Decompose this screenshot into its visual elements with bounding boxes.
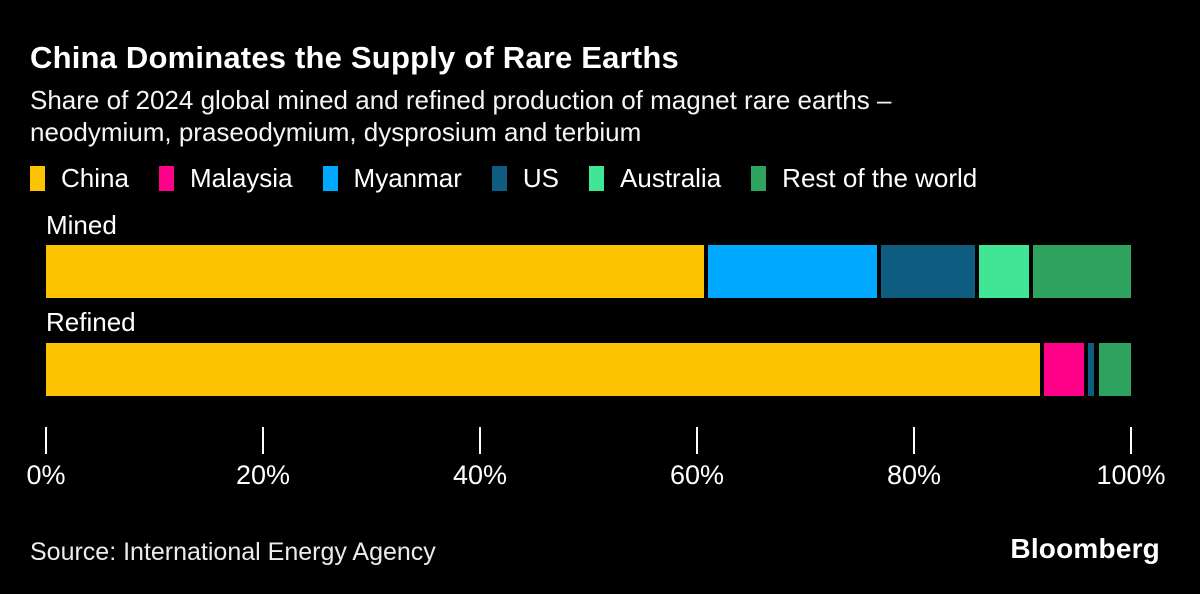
bar-segment-mined-myanmar bbox=[707, 245, 878, 298]
legend-swatch-rest-of-the-world bbox=[751, 166, 767, 191]
legend-label-malaysia: Malaysia bbox=[189, 163, 293, 193]
legend-item-china: China bbox=[30, 163, 129, 194]
x-axis-tick-20 bbox=[262, 427, 264, 454]
bar-segment-refined-china bbox=[46, 343, 1041, 396]
bar-refined bbox=[46, 343, 1131, 396]
x-axis: 0% 20% 40% 60% 80% 100% bbox=[26, 427, 1166, 497]
x-axis-tick-label-60: 60% bbox=[669, 460, 725, 490]
bar-segment-mined-us bbox=[881, 245, 975, 298]
x-axis-tick-label-40: 40% bbox=[452, 460, 508, 490]
legend-label-china: China bbox=[61, 163, 129, 193]
legend-swatch-china bbox=[30, 166, 45, 191]
legend-swatch-us bbox=[491, 166, 507, 191]
legend: China Malaysia Myanmar US Australia Rest of t… bbox=[30, 163, 977, 194]
chart-title: China Dominates the Supply of Rare Earth… bbox=[30, 40, 679, 75]
x-axis-tick-label-100: 100% bbox=[1096, 460, 1166, 490]
legend-item-us: US bbox=[491, 163, 560, 194]
bar-segment-refined-rest-of-the-world bbox=[1098, 343, 1131, 396]
bar-label-mined: Mined bbox=[46, 210, 117, 240]
x-axis-tick-0 bbox=[45, 427, 47, 454]
legend-item-rest-of-the-world: Rest of the world bbox=[751, 163, 977, 194]
legend-label-australia: Australia bbox=[620, 163, 722, 193]
source-note: Source: International Energy Agency bbox=[30, 538, 436, 566]
x-axis-tick-label-0: 0% bbox=[26, 460, 66, 490]
bloomberg-logo: Bloomberg bbox=[1010, 533, 1160, 564]
bar-segment-mined-china bbox=[46, 245, 704, 298]
legend-label-rest-of-the-world: Rest of the world bbox=[782, 163, 978, 193]
x-axis-tick-label-80: 80% bbox=[886, 460, 942, 490]
x-axis-tick-40 bbox=[479, 427, 481, 454]
x-axis-tick-100 bbox=[1130, 427, 1132, 454]
legend-swatch-myanmar bbox=[322, 166, 338, 191]
legend-item-australia: Australia bbox=[589, 163, 721, 194]
bar-segment-mined-australia bbox=[979, 245, 1030, 298]
chart-subtitle-line1: Share of 2024 global mined and refined p… bbox=[30, 85, 892, 115]
legend-label-myanmar: Myanmar bbox=[353, 163, 462, 193]
legend-item-malaysia: Malaysia bbox=[158, 163, 293, 194]
bar-label-refined: Refined bbox=[46, 307, 136, 337]
bar-segment-refined-us bbox=[1087, 343, 1095, 396]
legend-label-us: US bbox=[522, 163, 560, 193]
legend-swatch-australia bbox=[589, 166, 605, 191]
legend-item-myanmar: Myanmar bbox=[322, 163, 462, 194]
bar-segment-refined-malaysia bbox=[1044, 343, 1084, 396]
bar-segment-mined-rest-of-the-world bbox=[1033, 245, 1131, 298]
x-axis-tick-80 bbox=[913, 427, 915, 454]
bar-mined bbox=[46, 245, 1131, 298]
x-axis-tick-60 bbox=[696, 427, 698, 454]
chart-subtitle: Share of 2024 global mined and refined p… bbox=[30, 84, 891, 148]
legend-swatch-malaysia bbox=[158, 166, 174, 191]
chart-subtitle-line2: neodymium, praseodymium, dysprosium and … bbox=[30, 117, 642, 147]
x-axis-tick-label-20: 20% bbox=[235, 460, 291, 490]
